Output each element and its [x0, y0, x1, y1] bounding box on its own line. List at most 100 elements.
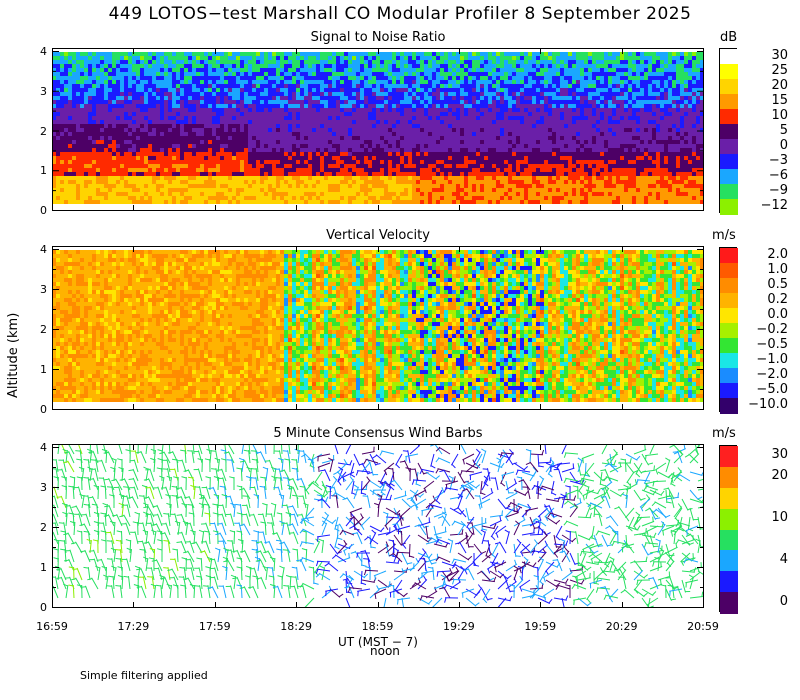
snr-cell — [72, 196, 76, 200]
snr-cell — [104, 76, 108, 80]
snr-cell — [356, 100, 360, 104]
snr-cell — [72, 84, 76, 88]
snr-cell — [400, 196, 404, 200]
snr-cell — [64, 92, 68, 96]
snr-cell — [432, 52, 436, 56]
snr-cell — [64, 124, 68, 128]
snr-cell — [332, 72, 336, 76]
snr-cell — [200, 104, 204, 108]
snr-cell — [176, 180, 180, 184]
snr-cell — [512, 84, 516, 88]
snr-cell — [436, 152, 440, 156]
snr-cell — [500, 176, 504, 180]
snr-cell — [440, 196, 444, 200]
snr-cell — [72, 104, 76, 108]
snr-cell — [512, 200, 516, 204]
snr-cell — [196, 72, 200, 76]
snr-cell — [300, 172, 304, 176]
snr-cell — [432, 176, 436, 180]
snr-cell — [552, 136, 556, 140]
snr-cell — [448, 80, 452, 84]
snr-cell — [244, 200, 248, 204]
snr-cell — [372, 124, 376, 128]
snr-cell — [80, 168, 84, 172]
snr-cell — [168, 56, 172, 60]
snr-cell — [68, 60, 72, 64]
snr-cell — [464, 132, 468, 136]
snr-cell — [272, 80, 276, 84]
snr-cell — [456, 56, 460, 60]
snr-cell — [388, 96, 392, 100]
snr-cell — [188, 92, 192, 96]
snr-cell — [244, 100, 248, 104]
snr-cell — [280, 104, 284, 108]
snr-cell — [308, 56, 312, 60]
snr-cell — [300, 148, 304, 152]
snr-cell — [64, 116, 68, 120]
snr-cell — [280, 200, 284, 204]
snr-cell — [568, 176, 572, 180]
snr-cell — [220, 56, 224, 60]
snr-cell — [568, 136, 572, 140]
snr-cell — [108, 128, 112, 132]
snr-cell — [268, 52, 272, 56]
snr-cell — [192, 88, 196, 92]
snr-cell — [220, 176, 224, 180]
snr-cell — [480, 132, 484, 136]
snr-cell — [112, 108, 116, 112]
snr-cell — [92, 60, 96, 64]
snr-cell — [68, 112, 72, 116]
snr-cell — [236, 148, 240, 152]
snr-cell — [192, 92, 196, 96]
snr-cell — [320, 184, 324, 188]
snr-cell — [428, 64, 432, 68]
snr-cell — [512, 156, 516, 160]
snr-cell — [328, 156, 332, 160]
snr-cell — [88, 148, 92, 152]
snr-cell — [396, 92, 400, 96]
snr-cell — [516, 148, 520, 152]
snr-cell — [316, 176, 320, 180]
snr-cell — [184, 76, 188, 80]
snr-cell — [184, 168, 188, 172]
snr-cell — [556, 52, 560, 56]
snr-cell — [384, 144, 388, 148]
snr-cell — [472, 56, 476, 60]
snr-cell — [404, 168, 408, 172]
snr-cell — [164, 188, 168, 192]
snr-cell — [576, 104, 580, 108]
snr-cell — [384, 56, 388, 60]
snr-cell — [428, 100, 432, 104]
snr-panel-title: Signal to Noise Ratio — [310, 30, 446, 45]
snr-cell — [332, 176, 336, 180]
snr-cell — [360, 96, 364, 100]
snr-cell — [236, 80, 240, 84]
snr-cell — [156, 196, 160, 200]
snr-cell — [568, 88, 572, 92]
snr-cell — [468, 136, 472, 140]
snr-cell — [200, 184, 204, 188]
snr-cell — [364, 52, 368, 56]
snr-cell — [56, 56, 60, 60]
snr-cell — [508, 108, 512, 112]
snr-cell — [324, 120, 328, 124]
snr-cell — [176, 176, 180, 180]
snr-cell — [284, 128, 288, 132]
snr-cell — [292, 112, 296, 116]
snr-cell — [88, 188, 92, 192]
snr-cell — [88, 84, 92, 88]
snr-cell — [560, 184, 564, 188]
snr-cell — [260, 188, 264, 192]
snr-cell — [200, 168, 204, 172]
snr-cell — [76, 196, 80, 200]
snr-cell — [276, 52, 280, 56]
snr-cell — [56, 104, 60, 108]
snr-cell — [240, 60, 244, 64]
snr-cell — [168, 64, 172, 68]
snr-cell — [472, 200, 476, 204]
snr-cell — [316, 180, 320, 184]
snr-cell — [372, 136, 376, 140]
snr-cell — [440, 200, 444, 204]
snr-cell — [132, 80, 136, 84]
snr-cell — [572, 68, 576, 72]
